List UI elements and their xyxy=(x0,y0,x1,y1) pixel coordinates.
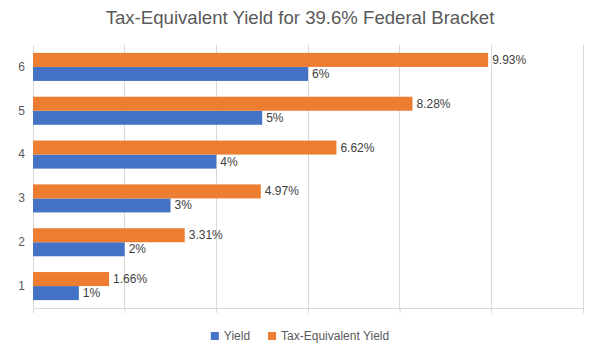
bar xyxy=(33,67,308,81)
bar xyxy=(33,155,216,169)
y-tick: 1 xyxy=(18,279,33,293)
x-tick xyxy=(400,308,401,313)
y-tick-label: 1 xyxy=(18,279,25,293)
y-tick: 2 xyxy=(18,235,33,249)
y-tick: 5 xyxy=(18,104,33,118)
bar xyxy=(33,198,171,212)
y-axis-line xyxy=(33,46,34,309)
y-tick: 4 xyxy=(18,147,33,161)
grid-line xyxy=(124,45,125,308)
grid-line xyxy=(583,45,584,308)
bars xyxy=(33,53,488,300)
legend-item: Yield xyxy=(211,329,250,343)
data-label: 6.62% xyxy=(340,141,374,155)
y-tick: 3 xyxy=(18,191,33,205)
data-label: 9.93% xyxy=(492,53,526,67)
y-tick-label: 6 xyxy=(18,60,25,74)
background xyxy=(0,0,600,360)
bar xyxy=(33,97,413,111)
bar xyxy=(33,242,125,256)
x-tick xyxy=(216,308,217,313)
legend-item: Tax-Equivalent Yield xyxy=(268,329,389,343)
data-label: 3.31% xyxy=(189,228,223,242)
data-label: 4% xyxy=(220,155,238,169)
legend-swatch xyxy=(211,332,219,340)
title: Tax-Equivalent Yield for 39.6% Federal B… xyxy=(106,7,495,28)
legend-label: Tax-Equivalent Yield xyxy=(281,329,389,343)
x-axis-line xyxy=(34,309,584,314)
grid-line xyxy=(399,45,400,308)
x-tick-mark xyxy=(33,308,34,313)
grid-line xyxy=(216,45,217,308)
x-tick-mark xyxy=(491,308,492,313)
y-tick-label: 2 xyxy=(18,235,25,249)
x-tick xyxy=(33,308,34,313)
legend-label: Yield xyxy=(224,329,250,343)
chart: Tax-Equivalent Yield for 39.6% Federal B… xyxy=(0,0,600,360)
bar xyxy=(33,286,79,300)
legend-swatch xyxy=(268,332,276,340)
grid-line xyxy=(491,45,492,308)
data-label: 4.97% xyxy=(265,184,299,198)
y-tick-label: 3 xyxy=(18,191,25,205)
data-label: 6% xyxy=(312,67,330,81)
x-tick-mark xyxy=(400,308,401,313)
grid-line xyxy=(33,45,34,308)
x-tick-mark xyxy=(125,308,126,313)
x-tick xyxy=(491,308,492,313)
x-tick xyxy=(308,308,309,313)
x-tick-mark xyxy=(308,308,309,313)
x-axis xyxy=(34,308,584,313)
bar xyxy=(33,141,336,155)
data-label: 2% xyxy=(129,242,147,256)
data-label: 5% xyxy=(266,111,284,125)
x-tick xyxy=(583,308,584,313)
y-axis: 1 2 3 4 5 6 xyxy=(18,46,33,309)
data-label: 1% xyxy=(83,286,101,300)
bar xyxy=(33,111,262,125)
bar xyxy=(33,184,261,198)
grid xyxy=(33,45,583,308)
data-labels: 1% 2% 3% 4% 5% 6% 1.66% 3.31% 4.97% 6.62% 8.28% 9.9… xyxy=(83,53,527,300)
bar xyxy=(33,53,488,67)
x-tick xyxy=(125,308,126,313)
data-label: 8.28% xyxy=(417,97,451,111)
bar xyxy=(33,272,109,286)
x-tick-mark xyxy=(216,308,217,313)
data-label: 1.66% xyxy=(113,272,147,286)
legend: Yield Tax-Equivalent Yield xyxy=(211,329,389,343)
y-tick-label: 5 xyxy=(18,104,25,118)
data-label: 3% xyxy=(175,198,193,212)
x-tick-mark xyxy=(583,308,584,313)
y-tick-label: 4 xyxy=(18,147,25,161)
y-tick: 6 xyxy=(18,60,33,74)
grid-line xyxy=(308,45,309,308)
bar xyxy=(33,228,185,242)
